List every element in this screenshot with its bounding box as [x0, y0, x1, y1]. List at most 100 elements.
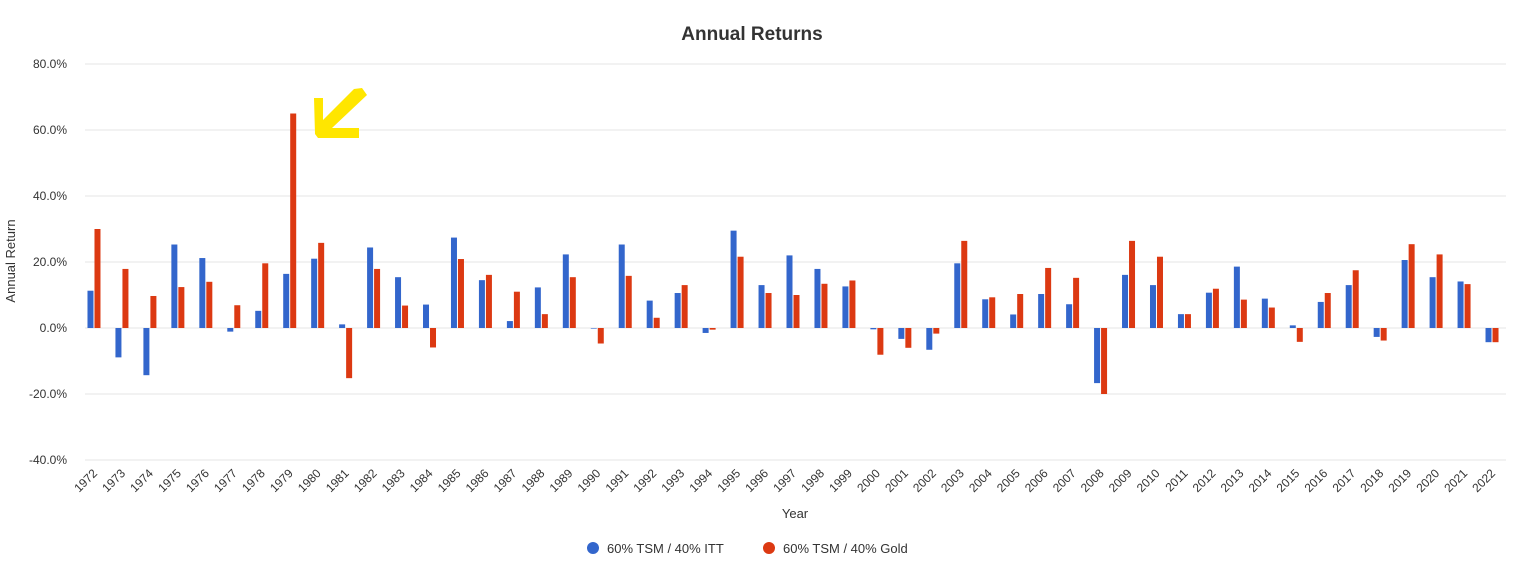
- bar-series-2-1974[interactable]: [150, 295, 157, 328]
- bar-series-2-1988[interactable]: [541, 314, 548, 328]
- bar-series-1-2013[interactable]: [1233, 266, 1240, 328]
- bar-series-1-2005[interactable]: [1010, 314, 1017, 328]
- bar-series-2-2004[interactable]: [989, 297, 996, 328]
- bar-series-1-1990[interactable]: [590, 328, 597, 329]
- bar-series-2-1973[interactable]: [122, 268, 129, 328]
- bar-series-1-2011[interactable]: [1177, 314, 1184, 328]
- bar-series-2-2010[interactable]: [1156, 256, 1163, 328]
- bar-series-2-2006[interactable]: [1045, 267, 1052, 328]
- bar-series-1-1978[interactable]: [255, 310, 262, 328]
- bar-series-1-1987[interactable]: [506, 321, 513, 328]
- bar-series-2-1993[interactable]: [681, 285, 688, 328]
- bar-series-2-2014[interactable]: [1268, 307, 1275, 328]
- legend-item-series-1[interactable]: 60% TSM / 40% ITT: [587, 541, 724, 556]
- bar-series-1-1983[interactable]: [395, 277, 402, 328]
- bar-series-2-2005[interactable]: [1017, 294, 1024, 328]
- bar-series-1-1973[interactable]: [115, 328, 122, 358]
- bar-series-2-1986[interactable]: [485, 274, 492, 328]
- bar-series-1-1976[interactable]: [199, 258, 206, 328]
- bar-series-2-2003[interactable]: [961, 240, 968, 328]
- bar-series-2-1984[interactable]: [430, 328, 437, 348]
- bar-series-1-1972[interactable]: [87, 290, 94, 328]
- bar-series-2-1989[interactable]: [569, 277, 576, 328]
- bar-series-2-1975[interactable]: [178, 287, 185, 328]
- bar-series-2-1996[interactable]: [765, 293, 772, 328]
- bar-series-1-2010[interactable]: [1149, 285, 1156, 328]
- bar-series-2-1985[interactable]: [457, 259, 464, 328]
- bar-series-1-1981[interactable]: [339, 324, 346, 328]
- bar-series-1-2007[interactable]: [1066, 304, 1073, 328]
- bar-series-2-2009[interactable]: [1129, 240, 1136, 328]
- bar-series-1-1977[interactable]: [227, 328, 234, 332]
- bar-series-2-1982[interactable]: [374, 268, 381, 328]
- bar-series-2-2021[interactable]: [1464, 284, 1471, 328]
- bar-series-2-1998[interactable]: [821, 283, 828, 328]
- bar-series-2-2008[interactable]: [1101, 328, 1108, 394]
- bar-series-2-2007[interactable]: [1073, 277, 1080, 328]
- bar-series-1-2019[interactable]: [1401, 260, 1408, 328]
- bar-series-2-1977[interactable]: [234, 305, 241, 328]
- bar-series-2-1979[interactable]: [290, 113, 297, 329]
- bar-series-1-1986[interactable]: [478, 280, 485, 328]
- bar-series-2-1987[interactable]: [513, 291, 520, 328]
- bar-series-1-1996[interactable]: [758, 285, 765, 328]
- bar-series-1-2003[interactable]: [954, 263, 961, 328]
- bar-series-2-1978[interactable]: [262, 263, 269, 328]
- bar-series-2-2020[interactable]: [1436, 254, 1443, 328]
- bar-series-2-1999[interactable]: [849, 280, 856, 328]
- bar-series-1-1991[interactable]: [618, 244, 625, 328]
- bar-series-2-2015[interactable]: [1296, 328, 1303, 342]
- bar-series-1-2006[interactable]: [1038, 294, 1045, 328]
- bar-series-1-2002[interactable]: [926, 328, 933, 350]
- bar-series-1-2016[interactable]: [1317, 301, 1324, 328]
- bar-series-1-2015[interactable]: [1289, 325, 1296, 328]
- bar-series-1-1998[interactable]: [814, 268, 821, 328]
- bar-series-1-2000[interactable]: [870, 328, 877, 330]
- bar-series-2-2022[interactable]: [1492, 328, 1499, 343]
- bar-series-1-1980[interactable]: [311, 258, 318, 328]
- bar-series-1-1979[interactable]: [283, 273, 290, 328]
- bar-series-1-1995[interactable]: [730, 230, 737, 328]
- bar-series-2-1983[interactable]: [402, 305, 409, 328]
- bar-series-2-2019[interactable]: [1408, 244, 1415, 328]
- bar-series-1-1994[interactable]: [702, 328, 709, 333]
- bar-series-2-2002[interactable]: [933, 328, 940, 334]
- bar-series-2-2016[interactable]: [1324, 293, 1331, 328]
- bar-series-2-1980[interactable]: [318, 242, 325, 328]
- bar-series-1-2008[interactable]: [1094, 328, 1101, 384]
- bar-series-2-1994[interactable]: [709, 328, 716, 330]
- bar-series-2-2001[interactable]: [905, 328, 912, 348]
- bar-series-1-2020[interactable]: [1429, 277, 1436, 328]
- bar-series-2-1976[interactable]: [206, 281, 213, 328]
- bar-series-2-2011[interactable]: [1184, 314, 1191, 328]
- bar-series-1-2021[interactable]: [1457, 281, 1464, 328]
- bar-series-1-2018[interactable]: [1373, 328, 1380, 337]
- bar-series-2-1990[interactable]: [597, 328, 604, 344]
- bar-series-1-1985[interactable]: [450, 237, 457, 328]
- bar-series-2-1972[interactable]: [94, 229, 101, 328]
- bar-series-1-2014[interactable]: [1261, 298, 1268, 328]
- bar-series-2-2013[interactable]: [1240, 299, 1247, 328]
- bar-series-2-2017[interactable]: [1352, 270, 1359, 328]
- bar-series-2-2000[interactable]: [877, 328, 884, 355]
- bar-series-1-2022[interactable]: [1485, 328, 1492, 343]
- bar-series-2-1997[interactable]: [793, 295, 800, 328]
- bar-series-1-1982[interactable]: [367, 247, 374, 328]
- bar-series-1-2004[interactable]: [982, 299, 989, 328]
- bar-series-1-1988[interactable]: [534, 287, 541, 328]
- bar-series-1-1975[interactable]: [171, 244, 178, 328]
- bar-series-1-2017[interactable]: [1345, 285, 1352, 328]
- bar-series-1-1997[interactable]: [786, 255, 793, 328]
- bar-series-1-1974[interactable]: [143, 328, 150, 376]
- bar-series-1-2001[interactable]: [898, 328, 905, 339]
- bar-series-2-1992[interactable]: [653, 317, 660, 328]
- bar-series-1-1989[interactable]: [562, 254, 569, 328]
- bar-series-2-2012[interactable]: [1212, 288, 1219, 328]
- bar-series-2-1981[interactable]: [346, 328, 353, 379]
- bar-series-1-1999[interactable]: [842, 286, 849, 328]
- bar-series-2-1991[interactable]: [625, 275, 632, 328]
- legend-item-series-2[interactable]: 60% TSM / 40% Gold: [763, 541, 908, 556]
- bar-series-1-2009[interactable]: [1122, 274, 1129, 328]
- bar-series-1-1993[interactable]: [674, 293, 681, 328]
- bar-series-2-1995[interactable]: [737, 256, 744, 328]
